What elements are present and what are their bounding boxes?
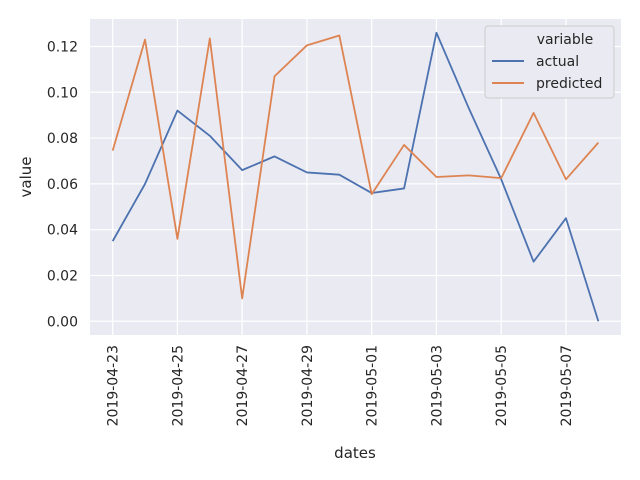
x-tick-label: 2019-05-03 (429, 345, 445, 426)
series-lines (111, 31, 600, 322)
x-tick-label: 2019-04-29 (300, 345, 316, 426)
series-line-actual (111, 31, 600, 322)
y-tick-label: 0.04 (47, 223, 78, 239)
x-tick-label: 2019-05-07 (559, 345, 575, 426)
x-tick-label: 2019-04-23 (106, 345, 122, 426)
y-tick-label: 0.06 (47, 177, 78, 193)
legend-title: variable (537, 32, 593, 48)
x-axis-label: dates (334, 444, 376, 462)
legend-label-actual: actual (536, 54, 579, 70)
series-line-predicted (111, 34, 600, 300)
x-tick-label: 2019-04-25 (170, 345, 186, 426)
y-axis-ticks: 0.00 0.02 0.04 0.06 0.08 0.10 0.12 (47, 39, 78, 330)
y-tick-label: 0.00 (47, 314, 78, 330)
y-tick-label: 0.08 (47, 131, 78, 147)
y-tick-label: 0.12 (47, 39, 78, 55)
y-tick-label: 0.10 (47, 85, 78, 101)
x-tick-label: 2019-05-01 (365, 345, 381, 426)
y-tick-label: 0.02 (47, 268, 78, 284)
x-axis-ticks: 2019-04-23 2019-04-25 2019-04-27 2019-04-29… (106, 345, 575, 426)
legend: variable actual predicted (484, 25, 615, 99)
legend-label-predicted: predicted (536, 76, 602, 92)
legend-box (484, 25, 615, 99)
y-axis-label: value (17, 157, 35, 198)
x-tick-label: 2019-04-27 (235, 345, 251, 426)
x-tick-label: 2019-05-05 (494, 345, 510, 426)
